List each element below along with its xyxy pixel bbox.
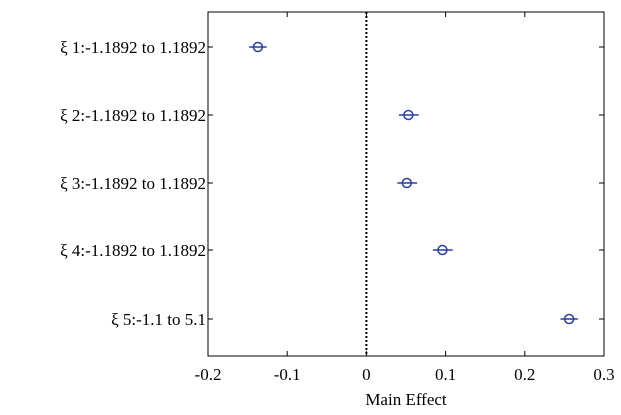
x-tick-label: 0.3	[593, 365, 614, 384]
data-point	[252, 41, 264, 53]
category-label: ξ 3:-1.1892 to 1.1892	[60, 174, 206, 193]
x-axis-label: Main Effect	[365, 390, 447, 409]
x-tick-label: 0.2	[514, 365, 535, 384]
marks-layer	[249, 41, 578, 325]
data-point	[403, 109, 414, 121]
data-point	[563, 313, 575, 325]
category-label: ξ 4:-1.1892 to 1.1892	[60, 241, 206, 260]
data-point	[437, 244, 448, 256]
axis-layer: -0.2 -0.1 0 0.1 0.2 0.3 ξ 1:-1.1892 to 1.1892 ξ…	[60, 12, 615, 384]
x-tick-label: 0	[362, 365, 371, 384]
category-label: ξ 2:-1.1892 to 1.1892	[60, 106, 206, 125]
plot-frame	[207, 11, 605, 357]
category-label: ξ 5:-1.1 to 5.1	[111, 310, 206, 329]
data-point	[401, 177, 413, 189]
x-tick-label: -0.2	[195, 365, 222, 384]
category-label: ξ 1:-1.1892 to 1.1892	[60, 38, 206, 57]
x-tick-label: -0.1	[274, 365, 301, 384]
x-tick-label: 0.1	[435, 365, 456, 384]
